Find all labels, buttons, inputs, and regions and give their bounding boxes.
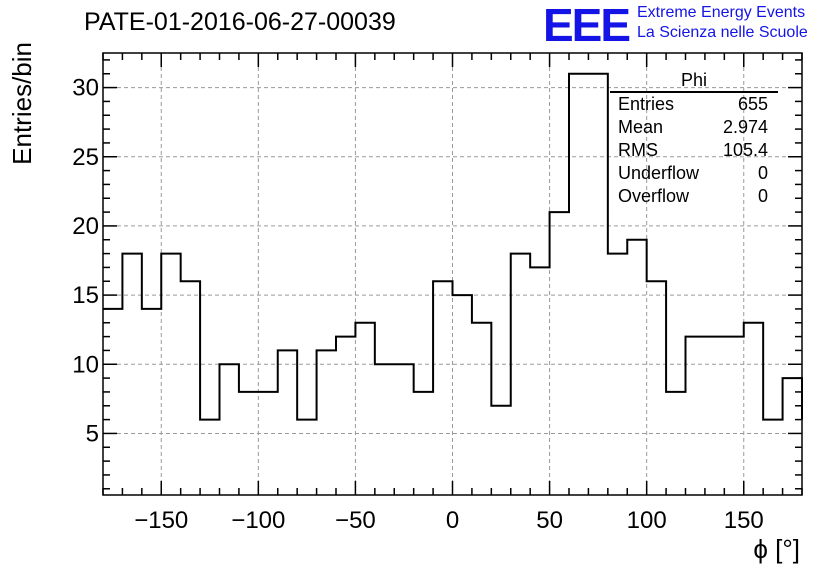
histogram-bin xyxy=(258,392,277,495)
x-axis-label: ϕ [°] xyxy=(753,534,800,564)
y-tick-label: 10 xyxy=(72,351,99,378)
histogram-bin xyxy=(744,323,763,495)
stats-value: 2.974 xyxy=(722,117,768,137)
histogram-bin xyxy=(161,254,180,495)
histogram-bin xyxy=(491,406,510,495)
histogram-bin xyxy=(142,309,161,495)
histogram-bin xyxy=(317,350,336,495)
histogram-bin xyxy=(181,281,200,495)
y-tick-label: 15 xyxy=(72,282,99,309)
histogram-bin xyxy=(530,267,549,495)
histogram-outline xyxy=(103,72,803,421)
histogram-bin xyxy=(200,420,219,495)
histogram-bin xyxy=(666,392,685,495)
histogram-bin xyxy=(239,392,258,495)
x-tick-label: 50 xyxy=(536,507,563,534)
x-tick-label: −100 xyxy=(231,507,285,534)
histogram-bin xyxy=(511,254,530,495)
chart-title: PATE-01-2016-06-27-00039 xyxy=(84,8,396,36)
histogram-bin xyxy=(433,281,452,495)
histogram-bin xyxy=(627,240,646,495)
x-tick-label: 100 xyxy=(627,507,667,534)
stats-key: Overflow xyxy=(618,186,690,206)
stats-box: Phi Entries 655 Mean 2.974 RMS 105.4 Und… xyxy=(610,70,778,208)
stats-key: Entries xyxy=(618,94,675,114)
stats-value: 0 xyxy=(757,186,768,206)
histogram-bin xyxy=(297,420,316,495)
stats-row-entries: Entries 655 xyxy=(610,93,778,116)
histogram-bin xyxy=(394,364,413,495)
histogram-bin xyxy=(453,295,472,495)
histogram-bin xyxy=(705,337,724,495)
histogram-bin xyxy=(336,337,355,495)
histogram-bin xyxy=(122,254,141,495)
histogram-bin xyxy=(472,323,491,495)
stats-row-rms: RMS 105.4 xyxy=(610,139,778,162)
histogram-bin xyxy=(414,392,433,495)
stats-row-underflow: Underflow 0 xyxy=(610,162,778,185)
y-axis-label: Entries/bin xyxy=(7,42,37,165)
histogram-bin xyxy=(588,74,607,495)
histogram-bin xyxy=(647,281,666,495)
y-tick-label: 30 xyxy=(72,75,99,102)
y-tick-label: 20 xyxy=(72,213,99,240)
stats-key: Underflow xyxy=(618,163,700,183)
histogram-bin xyxy=(763,420,782,495)
stats-key: RMS xyxy=(618,140,658,160)
x-tick-label: −150 xyxy=(134,507,188,534)
y-tick-label: 5 xyxy=(86,420,99,447)
x-tick-label: 0 xyxy=(446,507,459,534)
histogram-bin xyxy=(220,364,239,495)
histogram-bin xyxy=(569,74,588,495)
histogram-bin xyxy=(608,254,627,495)
histogram-bin xyxy=(686,337,705,495)
stats-row-mean: Mean 2.974 xyxy=(610,116,778,139)
histogram-bin xyxy=(278,350,297,495)
histogram-bin xyxy=(783,378,802,495)
x-tick-label: 150 xyxy=(724,507,764,534)
stats-title: Phi xyxy=(610,70,778,93)
histogram-bin xyxy=(355,323,374,495)
logo-subtitle-2: La Scienza nelle Scuole xyxy=(637,24,808,41)
y-tick-label: 25 xyxy=(72,144,99,171)
eee-logo: EEE xyxy=(543,0,631,51)
stats-key: Mean xyxy=(618,117,664,137)
stats-row-overflow: Overflow 0 xyxy=(610,185,778,208)
histogram-bin xyxy=(375,364,394,495)
stats-value: 105.4 xyxy=(722,140,768,160)
stats-value: 655 xyxy=(737,94,768,114)
logo-subtitle-1: Extreme Energy Events xyxy=(637,4,806,21)
histogram-bin xyxy=(724,337,743,495)
histogram-bin xyxy=(550,212,569,495)
stats-value: 0 xyxy=(757,163,768,183)
x-tick-label: −50 xyxy=(335,507,376,534)
